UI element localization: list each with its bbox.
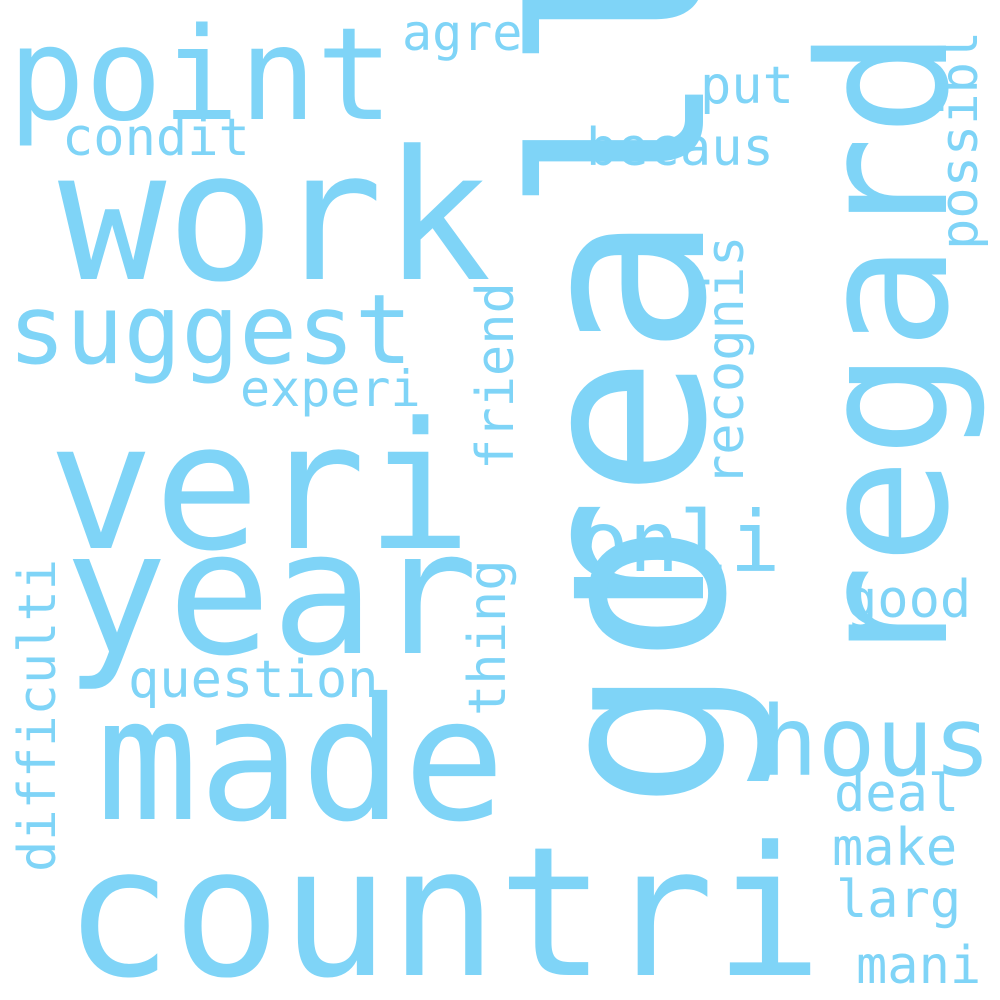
word-make: make [832,818,958,878]
word-difficulti: difficulti [8,558,68,872]
word-veri: veri [48,385,472,590]
word-work: work [58,113,492,322]
word-mani: mani [856,936,982,996]
word-good: good [846,570,972,630]
word-condit: condit [62,108,250,168]
word-countri: countri [64,809,823,1000]
word-year: year [64,493,479,694]
word-experi: experi [240,360,421,418]
word-larg: larg [836,870,962,930]
word-possibl: possibl [930,30,990,250]
word-becaus: becaus [586,118,774,178]
word-agre: agre [402,4,523,62]
word-put: put [700,56,794,116]
word-deal: deal [834,764,960,824]
word-point: point [8,1,394,150]
word-hous: hous [760,686,992,798]
word-onli: onli [578,493,781,591]
word-made: made [96,662,506,860]
word-suggest: suggest [8,274,413,386]
word-go: go [500,521,780,810]
word-question: question [128,650,379,710]
